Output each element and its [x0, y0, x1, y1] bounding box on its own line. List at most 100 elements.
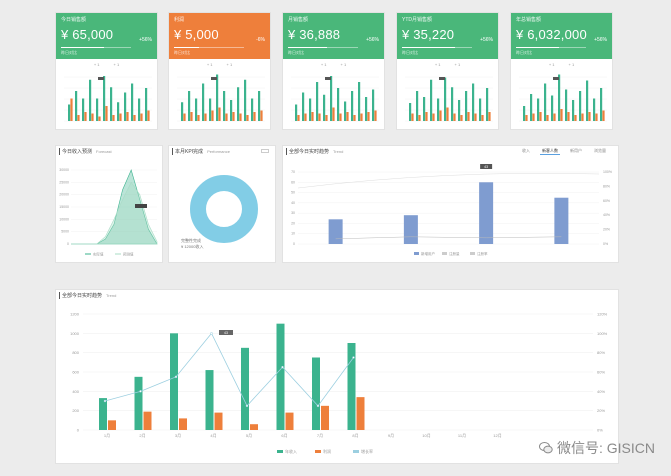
tooltip	[219, 330, 233, 335]
mini-bar	[202, 83, 205, 121]
mini-bar	[553, 113, 556, 121]
tab-0[interactable]: 收入	[522, 148, 530, 153]
mini-bar	[325, 115, 328, 121]
mini-bar	[467, 112, 470, 121]
y2-tick-label: 100%	[597, 331, 608, 336]
mini-bar	[474, 113, 477, 121]
x-tick-label: 6月	[281, 433, 287, 438]
y2-tick-label: 80%	[597, 350, 605, 355]
mini-bar	[77, 115, 80, 121]
mini-bar	[351, 91, 354, 121]
kpi-card[interactable]: 今日销售额 ¥ 65,000 +56% 昨日对比 + 1 + 1	[55, 12, 158, 130]
card-toolbar: + 1 + 1	[56, 59, 157, 69]
mini-bar	[409, 103, 412, 121]
y-tick-label: 40	[291, 201, 295, 205]
y2-tick-label: 60%	[597, 370, 605, 375]
mini-bar	[318, 113, 321, 121]
mini-bar	[418, 115, 421, 121]
card-tool[interactable]: + 1	[320, 61, 327, 67]
card-toolbar: + 1 + 1	[511, 59, 612, 69]
mini-bar	[444, 77, 447, 121]
mini-bar	[260, 110, 263, 121]
panel-menu-icon[interactable]	[261, 149, 269, 153]
card-tool[interactable]: + 1	[340, 61, 347, 67]
growth-point	[281, 365, 284, 369]
bar	[479, 182, 494, 244]
mini-bar	[579, 91, 582, 121]
mini-bar	[89, 79, 92, 121]
mini-bar	[523, 106, 526, 121]
tab-3[interactable]: 浏览量	[594, 148, 606, 153]
mini-bar	[565, 89, 568, 121]
mini-bar	[346, 112, 349, 121]
x-tick-label: 3月	[175, 433, 181, 438]
legend-label: 年收入	[285, 448, 297, 454]
card-tool[interactable]: + 1	[206, 61, 213, 67]
mini-bar	[558, 74, 561, 121]
kpi-mini-chart	[405, 76, 493, 122]
x-tick-label: 5月	[246, 433, 252, 438]
card-tool[interactable]: + 1	[548, 61, 555, 67]
mini-bar	[600, 88, 603, 121]
card-tool[interactable]: + 1	[434, 61, 441, 67]
y-tick-label: 0	[77, 428, 80, 433]
mini-bar	[190, 112, 193, 121]
mini-bar	[218, 107, 221, 121]
mini-tooltip	[98, 77, 104, 80]
mini-bar	[572, 100, 575, 121]
mini-bar	[131, 83, 134, 121]
mini-bar	[472, 83, 475, 121]
card-tool[interactable]: + 1	[113, 61, 120, 67]
mini-bar	[237, 87, 240, 121]
trend-large-panel: 全部今日实时趋势 Trend 0 200 400 600 800 1000 1200 0% 20%…	[55, 289, 619, 464]
kpi-value: ¥ 35,220	[402, 27, 455, 42]
card-tool[interactable]: + 1	[93, 61, 100, 67]
mini-bar	[416, 91, 419, 121]
x-tick-label: 4月	[210, 433, 216, 438]
legend-label: 增长率	[361, 448, 373, 454]
mini-bar	[311, 112, 314, 121]
kpi-card[interactable]: 月销售额 ¥ 36,888 +56% 昨日对比 + 1 + 1	[282, 12, 385, 130]
mini-bar	[486, 88, 489, 121]
mini-bar	[365, 97, 368, 121]
y-tick-label: 15000	[59, 205, 69, 209]
kpi-card[interactable]: YTD月销售额 ¥ 35,220 +56% 昨日对比 + 1 + 1	[396, 12, 499, 130]
bar-revenue	[347, 343, 356, 430]
mini-bar	[302, 92, 305, 121]
kpi-card[interactable]: 年总销售额 ¥ 6,032,000 +56% 昨日对比 + 1 + 1	[510, 12, 613, 130]
growth-point	[210, 332, 213, 335]
y-tick-label: 0	[293, 242, 295, 246]
legend-swatch	[414, 252, 419, 255]
tab-2[interactable]: 新用户	[570, 148, 582, 153]
mini-bar	[253, 112, 256, 121]
watermark: 微信号: GISICN	[538, 438, 655, 458]
mini-bar	[204, 113, 207, 121]
card-toolbar: + 1 + 1	[169, 59, 270, 69]
y2-tick-label: 120%	[597, 312, 608, 317]
kpi-card[interactable]: 利润 ¥ 5,000 -6% 昨日对比 + 1 + 1	[168, 12, 271, 130]
y-tick-label: 30000	[59, 168, 69, 172]
card-tool[interactable]: + 1	[454, 61, 461, 67]
tab-1[interactable]: 新客人数	[540, 148, 560, 155]
y-tick-label: 25000	[59, 180, 69, 184]
kpi-mini-chart	[519, 74, 607, 122]
tooltip	[480, 164, 493, 169]
mini-bar	[112, 115, 115, 121]
y-tick-label: 1200	[70, 312, 80, 317]
y-tick-label: 400	[72, 389, 79, 394]
mini-bar	[246, 115, 249, 121]
mini-bar	[138, 98, 141, 121]
mini-tooltip	[553, 77, 559, 80]
mini-bar	[316, 82, 319, 121]
mini-bar	[216, 74, 219, 121]
growth-point	[352, 356, 355, 359]
mini-bar	[223, 91, 226, 121]
mini-bar	[530, 94, 533, 121]
mini-bar	[360, 113, 363, 121]
card-tool[interactable]: + 1	[568, 61, 575, 67]
card-tool[interactable]: + 1	[226, 61, 233, 67]
y2-tick-label: 20%	[597, 408, 605, 413]
mini-bar	[479, 98, 482, 121]
mini-bar	[465, 91, 468, 121]
y2-tick-label: 60%	[603, 199, 610, 203]
